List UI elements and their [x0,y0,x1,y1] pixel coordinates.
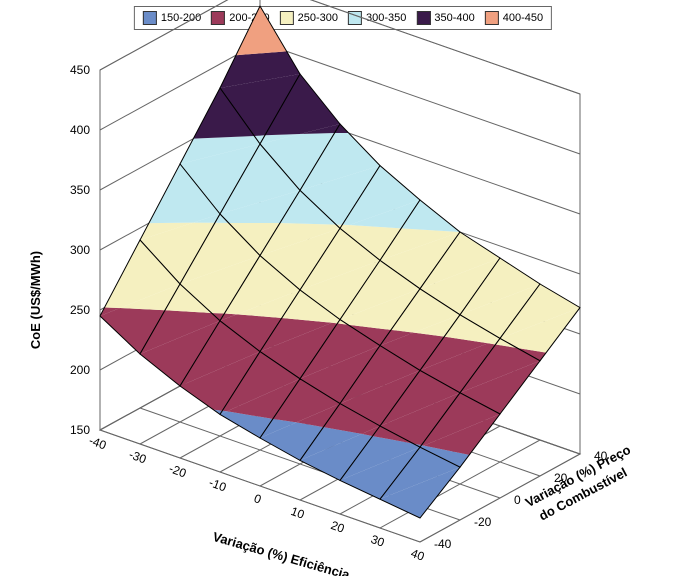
svg-text:0: 0 [514,493,521,507]
svg-text:-40: -40 [87,433,108,452]
svg-text:40: 40 [409,546,427,564]
svg-text:10: 10 [289,504,307,522]
svg-text:0: 0 [252,491,263,507]
svg-text:30: 30 [369,532,387,550]
z-axis-title: CoE (US$/MWh) [28,251,43,349]
svg-text:-40: -40 [434,537,452,551]
svg-text:200: 200 [70,363,90,377]
surface-chart: 150-200200-250250-300300-350350-400400-4… [0,0,686,576]
svg-text:300: 300 [70,243,90,257]
svg-text:350: 350 [70,183,90,197]
svg-text:20: 20 [329,518,347,536]
svg-text:-30: -30 [127,447,148,466]
svg-text:-10: -10 [207,475,228,494]
svg-text:-20: -20 [167,461,188,480]
svg-text:450: 450 [70,63,90,77]
svg-text:250: 250 [70,303,90,317]
svg-text:400: 400 [70,123,90,137]
plot-area: 150200250300350400450-40-30-20-100102030… [0,0,686,576]
x-axis-title: Variação (%) Eficiência [211,529,352,576]
svg-text:150: 150 [70,423,90,437]
svg-text:-20: -20 [474,515,492,529]
